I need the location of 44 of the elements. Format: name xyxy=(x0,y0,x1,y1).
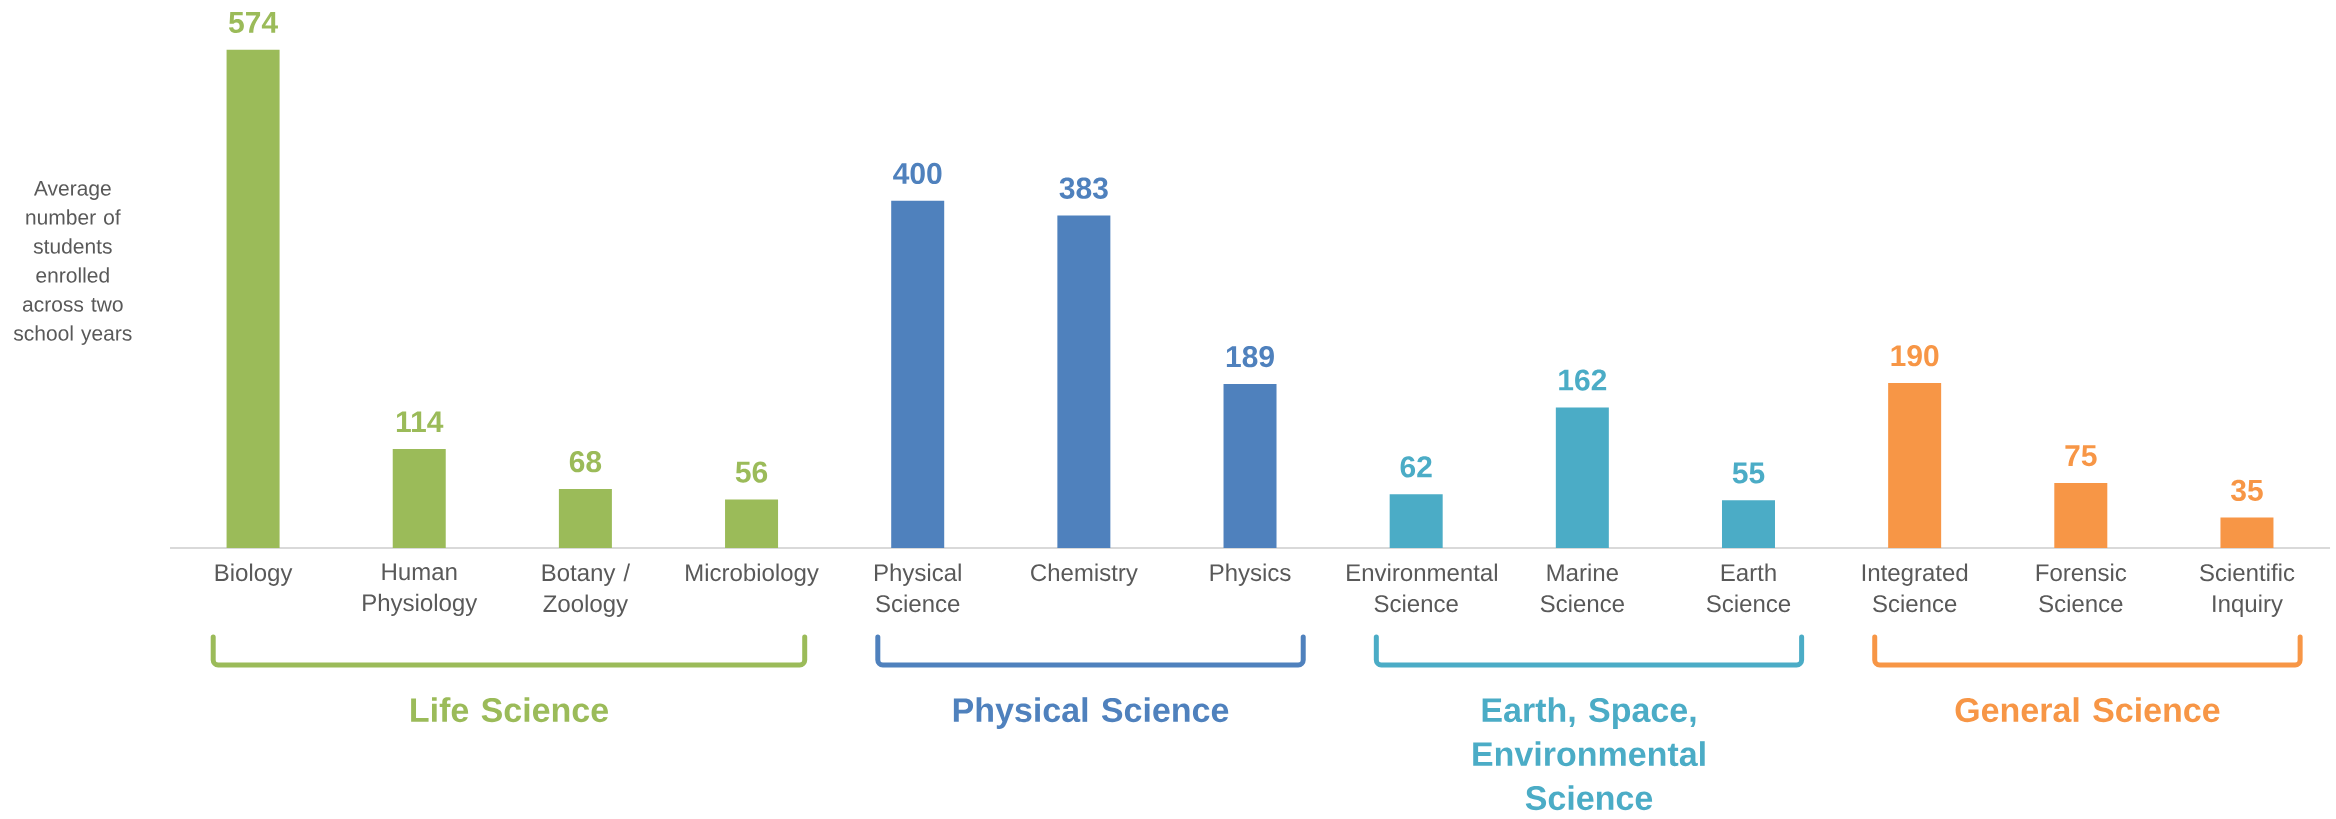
data-label: 162 xyxy=(1559,369,1607,391)
data-label: 35 xyxy=(2230,479,2263,501)
x-tick-label: Marine Science xyxy=(1540,563,1624,613)
x-tick-label: Scientific Inquiry xyxy=(2200,563,2295,617)
data-label: 114 xyxy=(396,411,444,433)
data-label: 574 xyxy=(228,12,278,34)
x-tick-label: Microbiology xyxy=(686,563,819,586)
bar xyxy=(558,488,612,548)
bar xyxy=(2220,517,2274,548)
bar xyxy=(1555,407,1609,548)
bar xyxy=(226,49,280,548)
data-label: 400 xyxy=(893,162,942,185)
bar xyxy=(725,499,779,548)
bar xyxy=(392,449,446,548)
bar xyxy=(2054,482,2108,548)
bar xyxy=(1389,494,1443,548)
data-label: 62 xyxy=(1400,456,1432,478)
x-tick-label: Botany / Zoology xyxy=(542,563,631,617)
bar xyxy=(891,200,945,548)
text: Life Science xyxy=(411,697,608,723)
data-label: 68 xyxy=(569,451,602,473)
data-label: 75 xyxy=(2065,445,2097,467)
x-tick-label: Physical Science xyxy=(874,563,961,613)
data-label: 55 xyxy=(1732,462,1765,484)
text: General Science xyxy=(1955,697,2220,723)
y-axis-title: Average number of students enrolled across two school years xyxy=(13,181,132,345)
x-tick-label: Integrated Science xyxy=(1862,563,1968,613)
x-tick-label: Biology xyxy=(215,563,293,586)
x-tick-label: Physics xyxy=(1210,563,1291,586)
x-tick-label: Forensic Science xyxy=(2036,563,2127,613)
data-label: 189 xyxy=(1226,345,1274,368)
data-label: 56 xyxy=(735,461,768,483)
x-tick-label: Chemistry xyxy=(1031,563,1138,586)
x-tick-label: Environmental Science xyxy=(1347,563,1497,613)
data-label: 383 xyxy=(1059,177,1108,199)
text: Earth, Space, Environmental Science xyxy=(1473,697,1705,811)
bar xyxy=(1888,383,1942,548)
bar xyxy=(1721,500,1775,548)
bar xyxy=(1057,215,1111,548)
bar xyxy=(1223,383,1277,548)
x-tick-label: Human Physiology xyxy=(363,563,478,617)
x-tick-label: Earth Science xyxy=(1706,563,1791,613)
data-label: 190 xyxy=(1891,345,1939,367)
text: Physical Science xyxy=(953,697,1229,729)
